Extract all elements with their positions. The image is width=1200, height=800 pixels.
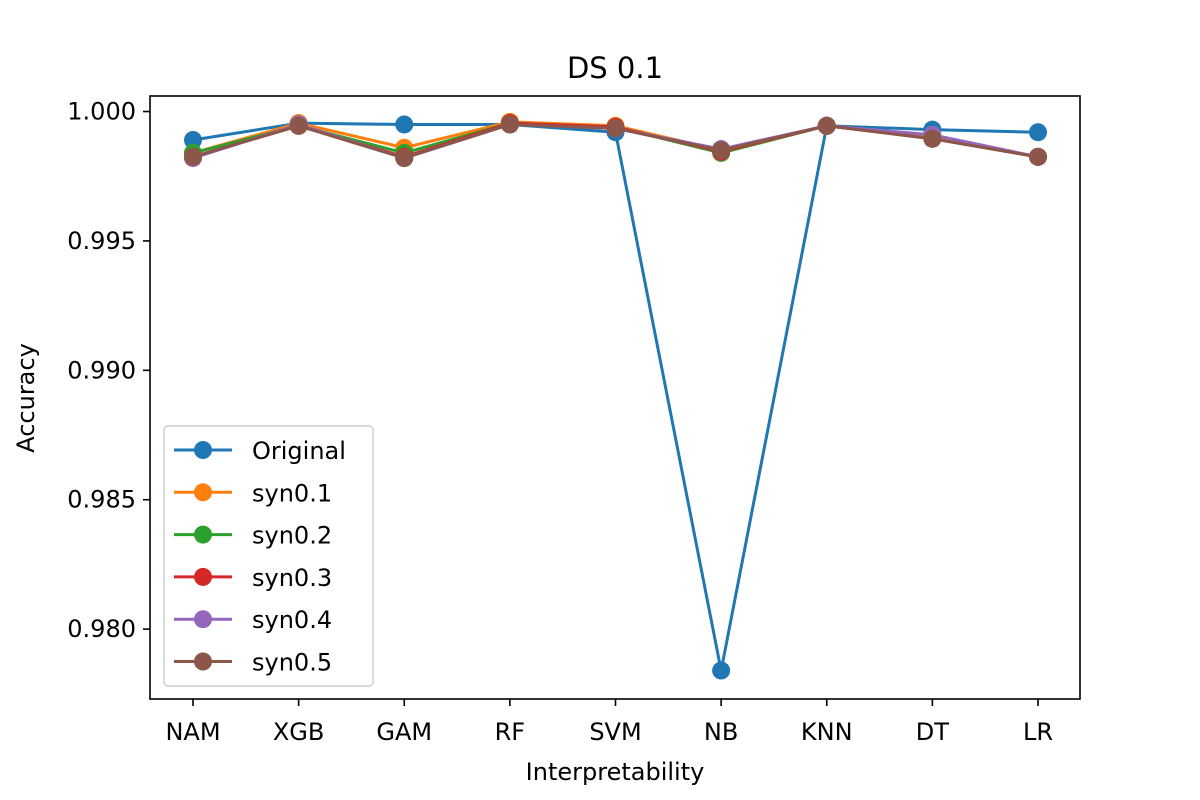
x-tick-label: DT	[916, 718, 949, 746]
x-tick-label: XGB	[273, 718, 325, 746]
y-tick-label: 0.995	[67, 227, 136, 255]
x-tick-label: RF	[495, 718, 525, 746]
legend-box	[163, 425, 374, 687]
y-axis: 0.980 0.985 0.990 0.995 1.000	[67, 98, 150, 643]
y-tick-label: 0.985	[67, 486, 136, 514]
data-point	[395, 149, 414, 168]
y-axis-title: Accuracy	[12, 343, 40, 453]
legend-marker	[194, 483, 212, 502]
legend-label: syn0.4	[252, 606, 332, 634]
legend-marker	[194, 652, 212, 671]
legend-label: syn0.1	[252, 479, 332, 507]
legend-label: syn0.5	[252, 649, 332, 677]
x-tick-label: KNN	[801, 718, 853, 746]
legend-entry: syn0.5	[174, 649, 332, 677]
x-tick-label: LR	[1023, 718, 1053, 746]
legend-entry: Original	[174, 437, 346, 465]
data-point	[923, 129, 942, 148]
x-axis: NAM XGB GAM RF SVM NB KNN DT LR	[165, 699, 1053, 746]
legend-entry: syn0.4	[174, 606, 332, 634]
x-tick-label: GAM	[376, 718, 432, 746]
data-point	[500, 115, 519, 134]
legend-entry: syn0.1	[174, 479, 332, 507]
x-tick-label: NB	[704, 718, 738, 746]
series-group	[184, 112, 1047, 680]
data-point	[712, 661, 731, 680]
data-point	[712, 141, 731, 160]
legend-marker	[194, 441, 212, 459]
legend-label: syn0.2	[252, 522, 332, 550]
data-point	[1029, 123, 1047, 142]
legend-marker	[194, 610, 212, 629]
y-tick-label: 0.980	[67, 615, 136, 643]
data-point	[184, 130, 202, 149]
data-point	[184, 147, 202, 166]
legend-entry: syn0.2	[174, 522, 332, 550]
legend-label: syn0.3	[252, 564, 332, 592]
data-point	[817, 116, 836, 135]
data-point	[395, 115, 414, 134]
legend-marker	[194, 525, 212, 544]
legend-marker	[194, 567, 212, 586]
data-point	[606, 119, 625, 138]
legend-label: Original	[252, 437, 346, 465]
legend-entry: syn0.3	[174, 564, 332, 592]
legend: Original syn0.1 syn0.2 syn0.3 syn0.4 syn0.5	[163, 425, 374, 687]
y-tick-label: 0.990	[67, 356, 136, 384]
x-tick-label: SVM	[589, 718, 641, 746]
chart-title: DS 0.1	[567, 51, 663, 85]
series-syn0.5	[184, 115, 1047, 168]
data-point	[289, 116, 308, 135]
x-axis-title: Interpretability	[526, 758, 705, 786]
x-tick-label: NAM	[165, 718, 220, 746]
data-point	[1029, 147, 1047, 166]
y-tick-label: 1.000	[67, 98, 136, 126]
